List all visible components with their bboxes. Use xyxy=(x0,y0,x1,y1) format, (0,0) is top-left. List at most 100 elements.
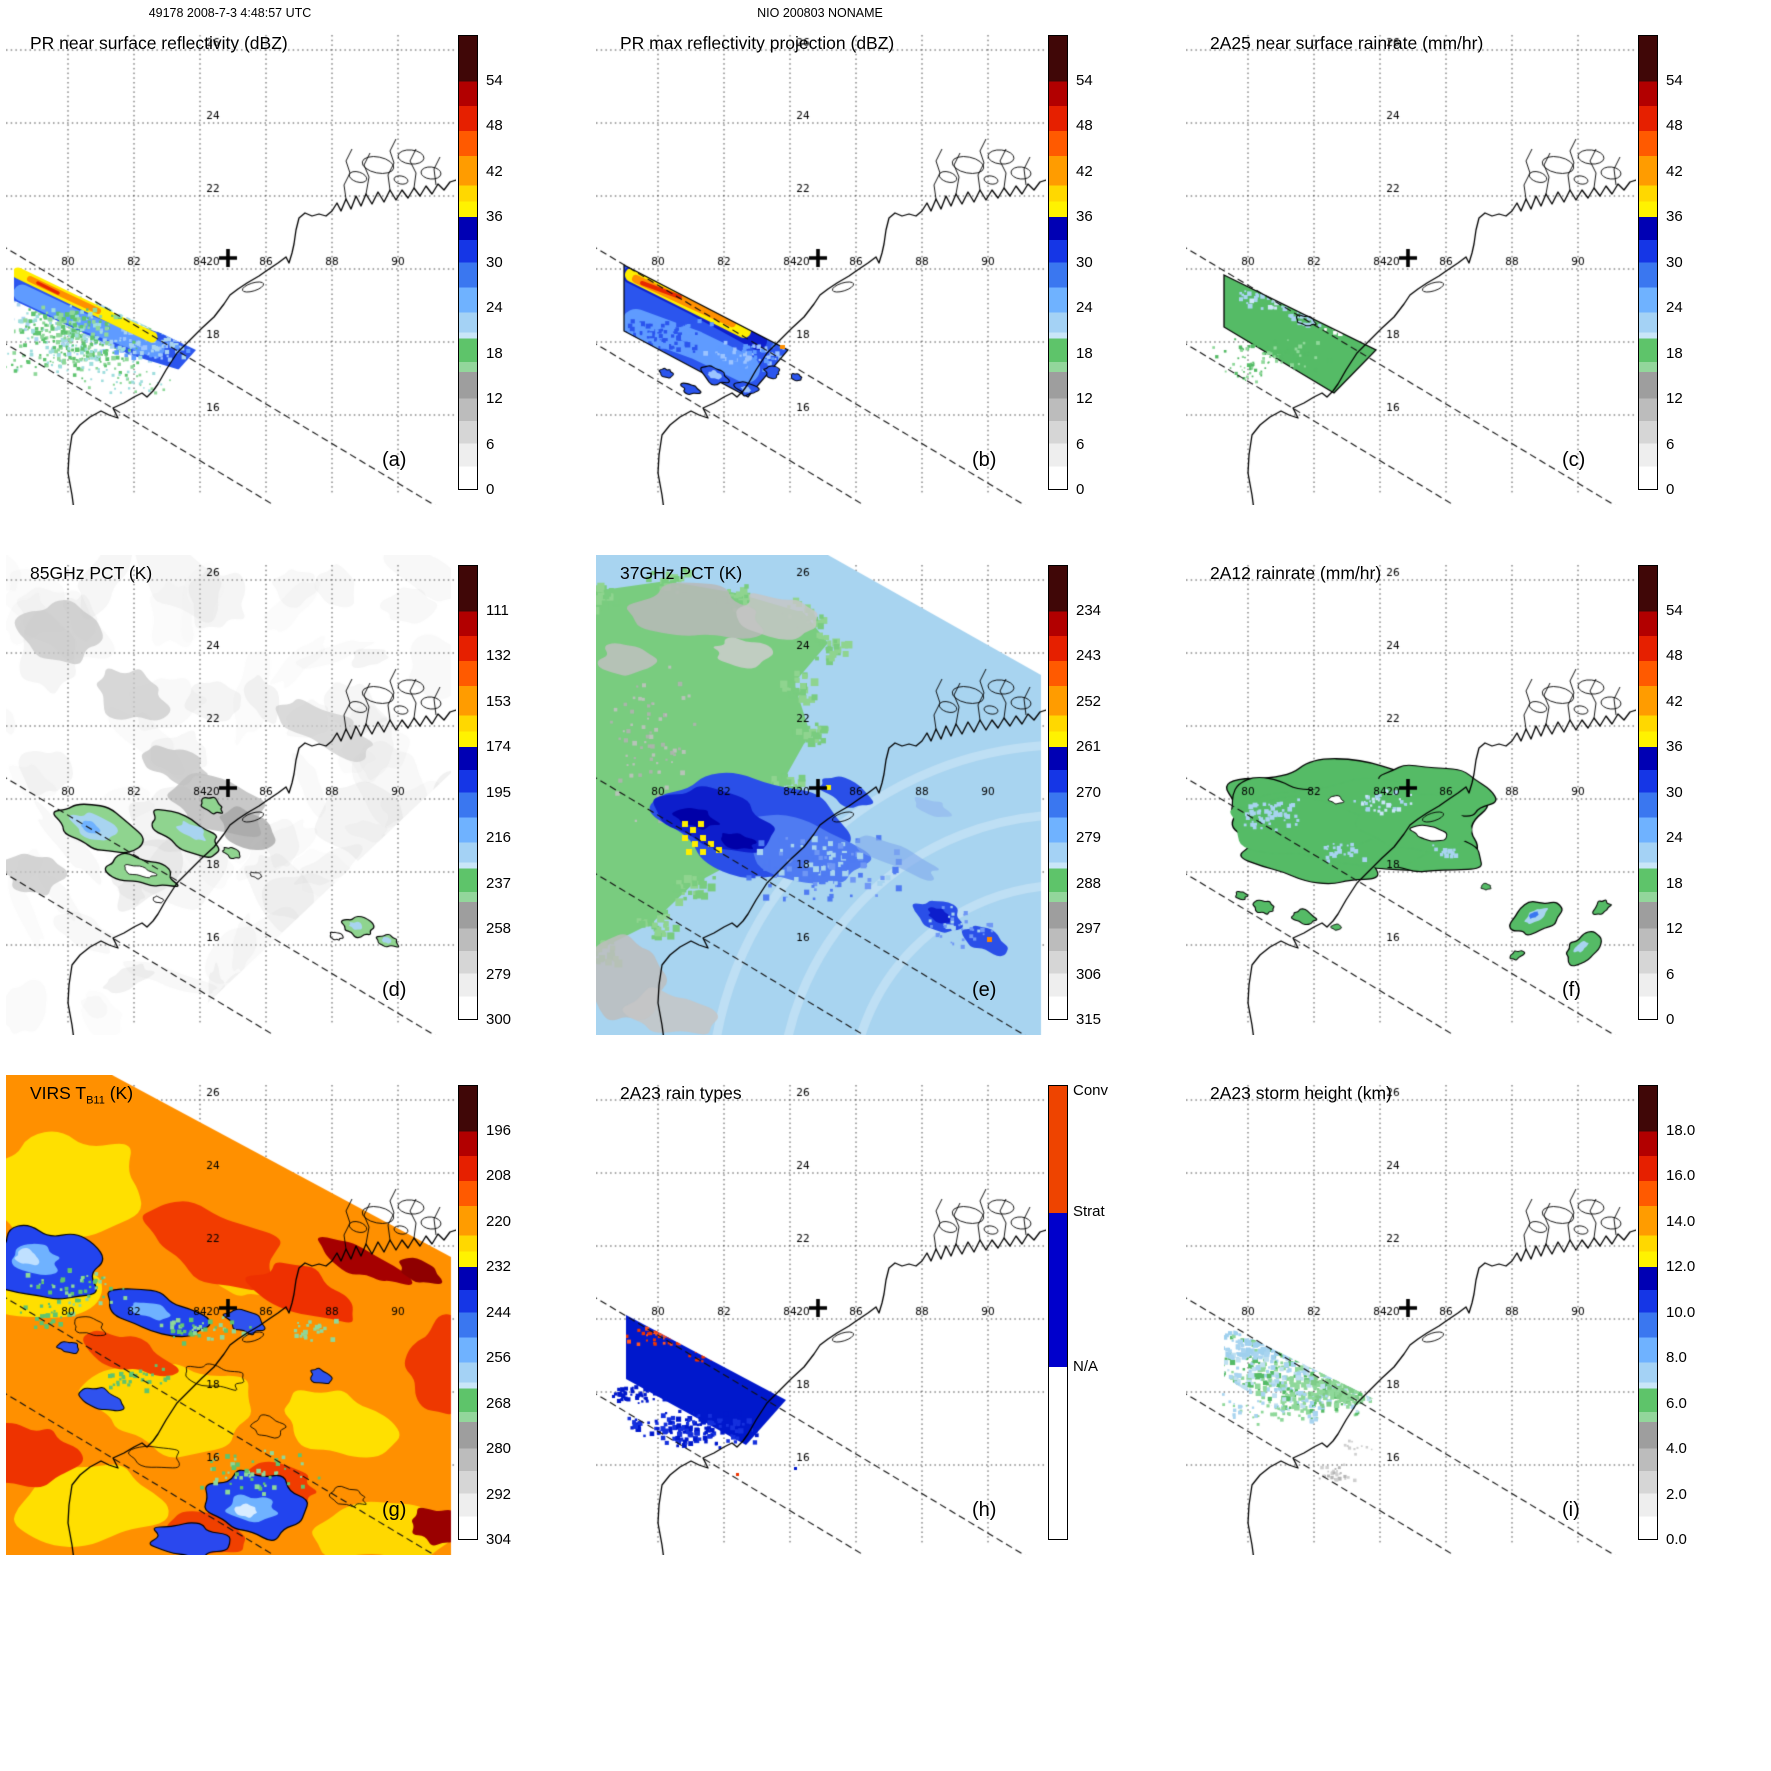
colorbar-gradient xyxy=(1638,1085,1658,1540)
colorbar-tick: 306 xyxy=(1076,965,1102,983)
colorbar-tick: 48 xyxy=(1076,117,1093,134)
colorbar-tick: 270 xyxy=(1076,783,1102,801)
orbit-datetime-header: 49178 2008-7-3 4:48:57 UTC xyxy=(148,6,312,20)
panel-title-text: PR max reflectivity projection (dBZ) xyxy=(620,33,895,53)
map-canvas-h xyxy=(596,1075,1046,1555)
colorbar-tick: 208 xyxy=(486,1167,512,1184)
panel-title: 2A23 storm height (km) xyxy=(1210,1083,1392,1107)
colorbar-tick: 54 xyxy=(1076,71,1093,89)
colorbar-tick: 174 xyxy=(486,738,512,755)
colorbar-tick: 12.0 xyxy=(1666,1258,1696,1275)
panel-letter: (b) xyxy=(972,449,997,471)
colorbar-gradient xyxy=(458,1085,478,1540)
colorbar-tick: 252 xyxy=(1076,692,1102,710)
map-b: PR max reflectivity projection (dBZ) (b)… xyxy=(596,25,1180,525)
panel-title: PR near surface reflectivity (dBZ) xyxy=(30,33,288,57)
panel-e: 37GHz PCT (K) (e) 234 243 252 261 270 279 288 2… xyxy=(590,545,1180,1065)
colorbar-h: Conv Strat N/A xyxy=(1048,1082,1180,1540)
colorbar-tick: 258 xyxy=(486,920,512,937)
panel-title: 2A25 near surface rainrate (mm/hr) xyxy=(1210,33,1483,57)
map-c: 2A25 near surface rainrate (mm/hr) (c) 5… xyxy=(1186,25,1770,525)
colorbar-tick: 8.0 xyxy=(1666,1349,1687,1366)
panel-letter: (a) xyxy=(382,449,407,471)
panel-title-sub: B11 xyxy=(86,1094,105,1107)
panel-a: PR near surface reflectivity (dBZ) (a) 5… xyxy=(0,0,590,545)
panel-letter: (h) xyxy=(972,1499,997,1521)
colorbar-tick: 0 xyxy=(1666,1011,1675,1028)
colorbar-tick: 2.0 xyxy=(1666,1485,1687,1503)
panel-title-text: 2A23 rain types xyxy=(620,1083,742,1103)
map-h: 2A23 rain types (h) Conv Strat N/A xyxy=(596,1075,1180,1575)
colorbar-tick: 12 xyxy=(486,390,503,407)
colorbar-tick: 279 xyxy=(486,965,512,983)
colorbar-tick: 244 xyxy=(486,1303,512,1321)
colorbar-tick: 6 xyxy=(1666,435,1675,453)
panel-d: 85GHz PCT (K) (d) 111 132 153 174 195 216 237 2… xyxy=(0,545,590,1065)
colorbar-tick: 268 xyxy=(486,1394,512,1412)
colorbar-tick: 111 xyxy=(486,601,509,619)
colorbar-tick: 292 xyxy=(486,1485,512,1503)
colorbar-category-label: N/A xyxy=(1073,1358,1099,1376)
colorbar-tick: 132 xyxy=(486,647,512,664)
colorbar-tick: 16.0 xyxy=(1666,1167,1696,1184)
map-i: 2A23 storm height (km) (i) 18.0 16.0 14.0 1… xyxy=(1186,1075,1770,1575)
colorbar-tick: 48 xyxy=(1666,647,1683,664)
colorbar-tick: 0 xyxy=(1076,481,1085,498)
colorbar-tick: 256 xyxy=(486,1349,512,1366)
map-canvas-e xyxy=(596,555,1046,1035)
colorbar-tick: 30 xyxy=(486,253,503,271)
colorbar-d: 111 132 153 174 195 216 237 258 279 300 xyxy=(458,565,590,1027)
colorbar-tick: 6 xyxy=(1076,435,1085,453)
colorbar-tick: 0.0 xyxy=(1666,1531,1687,1548)
colorbar-tick: 48 xyxy=(1666,117,1683,134)
colorbar-tick: 30 xyxy=(1666,253,1683,271)
colorbar-tick: 6.0 xyxy=(1666,1394,1687,1412)
colorbar-tick: 0 xyxy=(486,481,495,498)
panel-title-text: 2A23 storm height (km) xyxy=(1210,1083,1392,1103)
map-e: 37GHz PCT (K) (e) 234 243 252 261 270 279 288 2… xyxy=(596,555,1180,1055)
colorbar-tick: 234 xyxy=(1076,601,1102,619)
panel-c: 2A25 near surface rainrate (mm/hr) (c) 5… xyxy=(1180,0,1771,545)
colorbar-gradient xyxy=(1638,35,1658,490)
panel-title-text: 2A12 rainrate (mm/hr) xyxy=(1210,563,1382,583)
colorbar-tick: 297 xyxy=(1076,920,1102,937)
panel-i: 2A23 storm height (km) (i) 18.0 16.0 14.0 1… xyxy=(1180,1065,1771,1771)
panel-title: 85GHz PCT (K) xyxy=(30,563,152,587)
colorbar-tick: 12 xyxy=(1666,390,1683,407)
colorbar-tick: 36 xyxy=(1666,738,1683,755)
colorbar-tick: 6 xyxy=(1666,965,1675,983)
panel-title: 37GHz PCT (K) xyxy=(620,563,742,587)
panel-letter: (e) xyxy=(972,979,997,1001)
colorbar-tick: 30 xyxy=(1666,783,1683,801)
colorbar-tick: 232 xyxy=(486,1258,512,1275)
map-a: PR near surface reflectivity (dBZ) (a) 5… xyxy=(6,25,590,525)
colorbar-gradient xyxy=(1048,565,1068,1020)
colorbar-category-label: Conv xyxy=(1073,1082,1109,1099)
panel-title-text: PR near surface reflectivity (dBZ) xyxy=(30,33,288,53)
colorbar-gradient xyxy=(1048,1085,1068,1540)
colorbar-tick: 0 xyxy=(1666,481,1675,498)
colorbar-tick: 18 xyxy=(486,344,503,362)
colorbar-tick: 216 xyxy=(486,829,512,846)
colorbar-f: 54 48 42 36 30 24 18 12 6 0 xyxy=(1638,565,1770,1027)
colorbar-gradient xyxy=(1048,35,1068,490)
colorbar-i: 18.0 16.0 14.0 12.0 10.0 8.0 6.0 4.0 2.0 0.0 xyxy=(1638,1085,1770,1547)
colorbar-a: 54 48 42 36 30 24 18 12 6 0 xyxy=(458,35,590,497)
panel-title: PR max reflectivity projection (dBZ) xyxy=(620,33,894,57)
colorbar-tick: 42 xyxy=(1666,692,1683,710)
colorbar-tick: 48 xyxy=(486,117,503,134)
colorbar-tick: 42 xyxy=(486,162,503,180)
colorbar-tick: 315 xyxy=(1076,1011,1102,1028)
colorbar-tick: 18 xyxy=(1666,344,1683,362)
colorbar-tick: 24 xyxy=(1666,299,1683,316)
map-canvas-i xyxy=(1186,1075,1636,1555)
colorbar-gradient xyxy=(1638,565,1658,1020)
map-canvas-a xyxy=(6,25,456,505)
colorbar-gradient xyxy=(458,565,478,1020)
colorbar-tick: 18 xyxy=(1666,874,1683,892)
panel-title-rest: (K) xyxy=(104,1083,134,1103)
colorbar-tick: 10.0 xyxy=(1666,1303,1696,1321)
colorbar-tick: 24 xyxy=(1666,829,1683,846)
colorbar-tick: 237 xyxy=(486,874,512,892)
